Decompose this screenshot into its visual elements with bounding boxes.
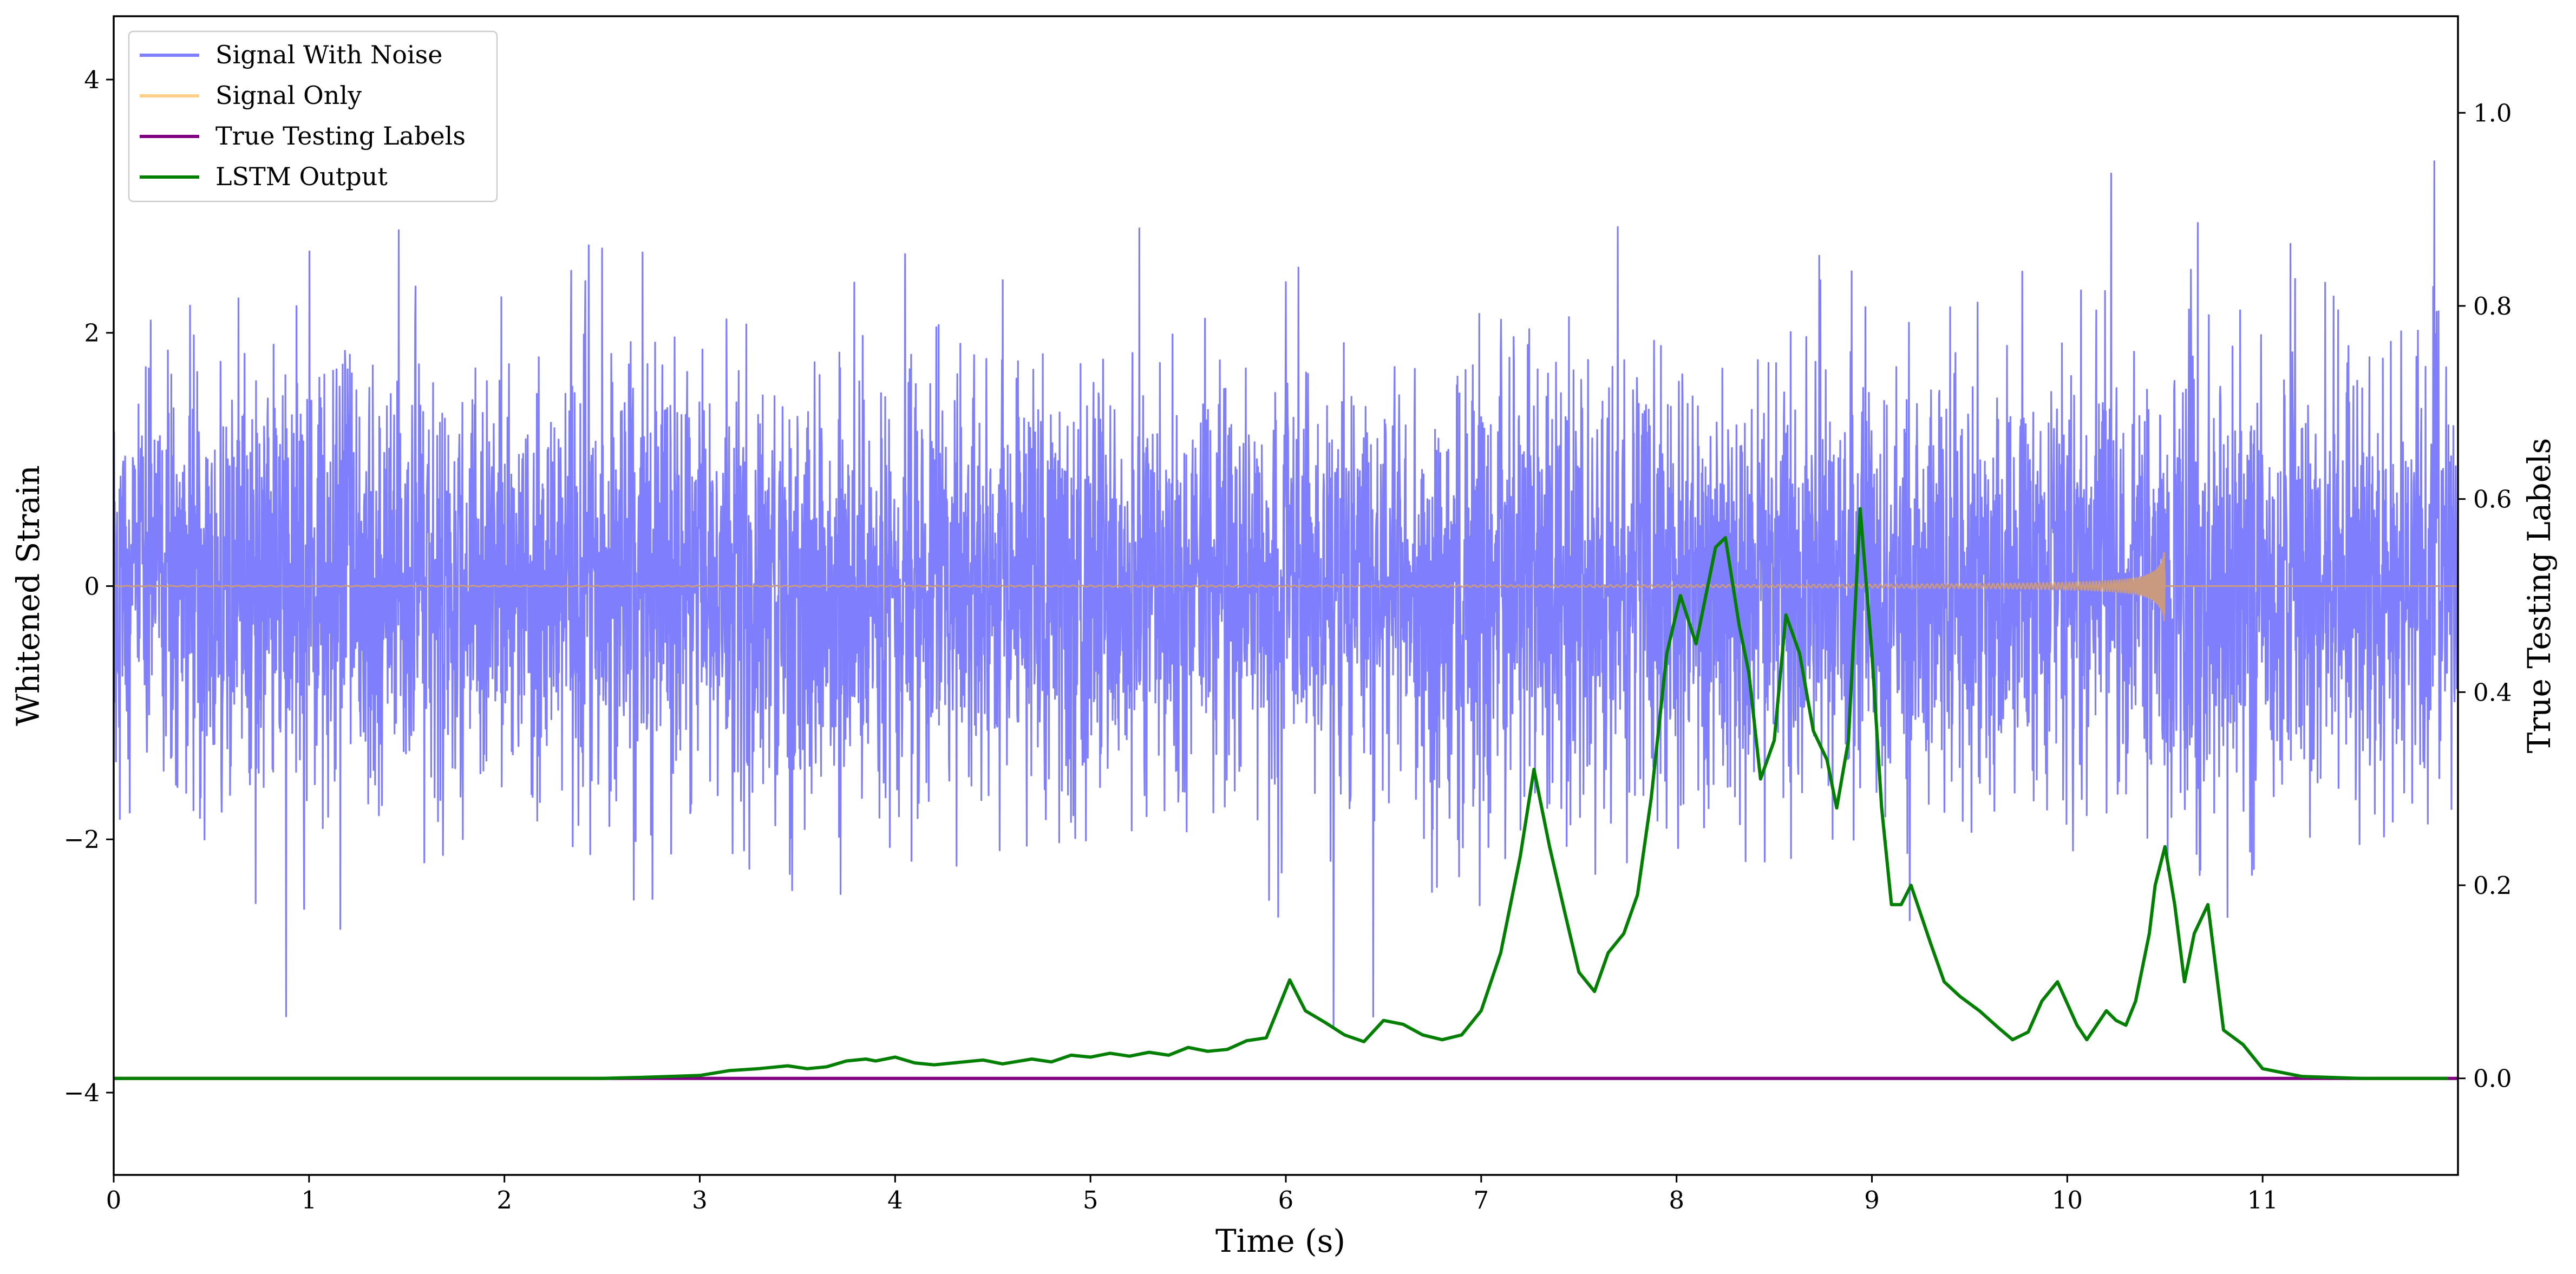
x-tick-label: 8	[1669, 1186, 1684, 1214]
legend-label-signal-only: Signal Only	[215, 81, 362, 110]
legend-box	[128, 30, 498, 202]
x-tick-label: 1	[302, 1186, 317, 1214]
y2-tick-label: 1.0	[2473, 99, 2512, 127]
x-tick-label: 4	[887, 1186, 903, 1214]
y-tick-label: 2	[84, 319, 100, 348]
x-tick-label: 9	[1864, 1186, 1880, 1214]
y2-tick-label: 0.2	[2473, 871, 2512, 900]
y2-tick-label: 0.0	[2473, 1064, 2512, 1093]
x-tick-label: 5	[1083, 1186, 1099, 1214]
x-tick-label: 0	[106, 1186, 122, 1214]
series-signal-only	[114, 552, 2458, 622]
legend: Signal With Noise Signal Only True Testing…	[128, 30, 498, 202]
x-tick-label: 7	[1474, 1186, 1489, 1214]
y2-tick-label: 0.4	[2473, 678, 2512, 707]
plot-content	[114, 160, 2458, 1080]
y-tick-label: 4	[84, 66, 100, 94]
y2-tick-label: 0.6	[2473, 485, 2512, 514]
x-tick-label: 11	[2247, 1186, 2278, 1214]
y-tick-label: −2	[64, 825, 100, 854]
series-signal-with-noise	[114, 160, 2458, 1028]
y-axis-left: −4 −2 0 2 4	[64, 66, 114, 1107]
legend-label-true-testing-labels: True Testing Labels	[215, 121, 466, 151]
legend-label-signal-with-noise: Signal With Noise	[215, 40, 442, 69]
x-tick-label: 6	[1278, 1186, 1294, 1214]
x-tick-label: 2	[496, 1186, 512, 1214]
y2-axis-title: True Testing Labels	[2521, 438, 2558, 753]
y2-tick-label: 0.8	[2473, 292, 2512, 321]
x-tick-label: 10	[2052, 1186, 2083, 1214]
series-lstm-output	[114, 507, 2448, 1080]
legend-label-lstm-output: LSTM Output	[215, 162, 388, 191]
y-axis-right: 0.0 0.2 0.4 0.6 0.8 1.0	[2458, 99, 2512, 1093]
y-tick-label: 0	[84, 572, 100, 600]
x-tick-label: 3	[692, 1186, 708, 1214]
y-tick-label: −4	[64, 1079, 100, 1107]
x-axis-title: Time (s)	[1215, 1223, 1345, 1259]
y-axis-title: Whitened Strain	[10, 465, 47, 726]
x-axis: 0 1 2 3 4 5 6 7 8 9 10 11	[106, 1175, 2278, 1214]
